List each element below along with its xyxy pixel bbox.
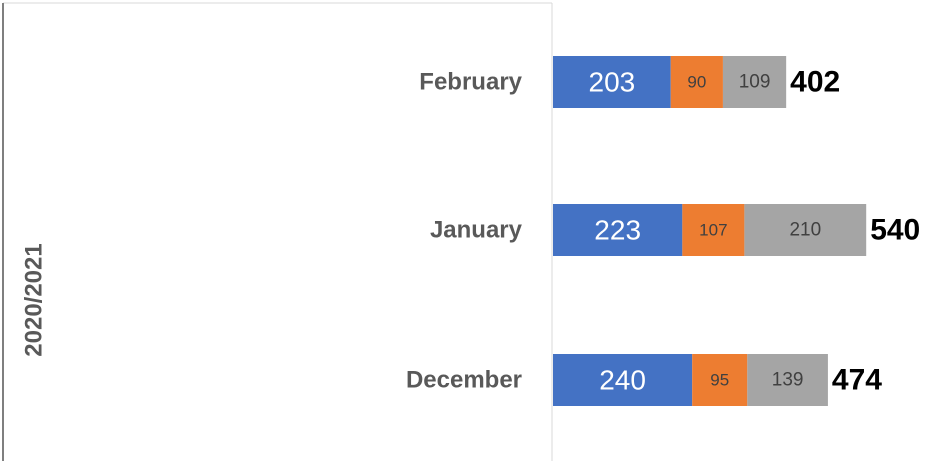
data-label: 139 (772, 370, 804, 391)
category-label: January (430, 217, 523, 244)
group-label: 2020/2021 (21, 243, 48, 356)
bar-segment (670, 56, 723, 108)
bar-segment (722, 56, 787, 108)
bar-segment (744, 204, 867, 256)
data-label: 107 (699, 221, 727, 240)
data-label: 210 (789, 220, 821, 241)
data-label: 240 (599, 365, 646, 396)
bar-segment (747, 354, 828, 406)
total-label: 474 (832, 364, 882, 397)
data-label: 90 (687, 73, 706, 92)
bar-segment (682, 204, 745, 256)
total-label: 540 (870, 214, 920, 247)
total-label: 402 (790, 66, 840, 99)
bar-segment (553, 354, 693, 406)
data-label: 95 (710, 371, 729, 390)
data-label: 109 (739, 72, 771, 93)
category-label: February (419, 69, 522, 96)
bar-segment (553, 56, 671, 108)
bar-segment (692, 354, 748, 406)
data-label: 223 (594, 215, 641, 246)
data-label: 203 (589, 67, 636, 98)
category-label: December (406, 367, 522, 394)
bar-segment (553, 204, 683, 256)
